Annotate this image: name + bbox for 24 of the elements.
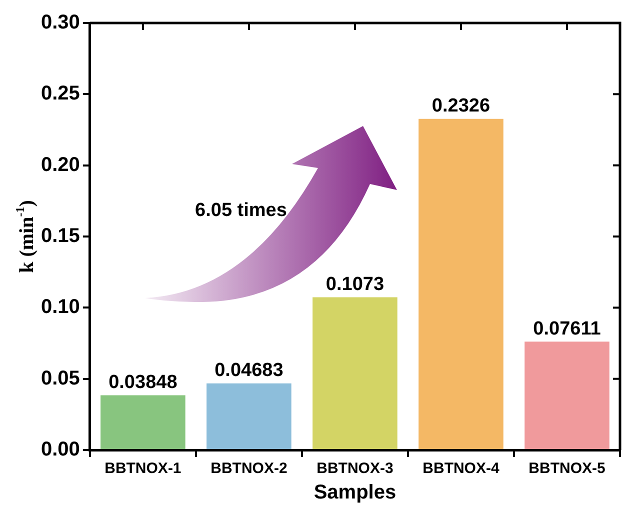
bar xyxy=(100,395,186,449)
y-tick-label: 0.00 xyxy=(40,438,80,461)
x-axis-title: Samples xyxy=(314,482,396,504)
data-label: 0.07611 xyxy=(533,318,602,340)
annotation: 6.05 times xyxy=(195,200,287,222)
y-tick-label: 0.15 xyxy=(40,225,80,248)
x-tick-label: BBTNOX-4 xyxy=(422,460,500,478)
bar xyxy=(418,118,504,449)
x-tick-label: BBTNOX-2 xyxy=(210,460,288,478)
data-label: 0.1073 xyxy=(326,274,384,296)
bar xyxy=(524,342,610,449)
y-axis-title: k (min-1) xyxy=(13,200,38,273)
y-tick-label: 0.10 xyxy=(40,296,80,318)
data-label: 0.03848 xyxy=(108,372,178,393)
x-tick-label: BBTNOX-5 xyxy=(528,460,606,478)
y-tick-label: 0.30 xyxy=(40,12,80,34)
y-tick-label: 0.05 xyxy=(40,367,80,390)
data-label: 0.04683 xyxy=(214,360,284,382)
data-label: 0.2326 xyxy=(432,96,490,117)
bar xyxy=(206,383,292,449)
y-tick-label: 0.25 xyxy=(40,82,80,105)
y-tick-label: 0.20 xyxy=(40,154,80,176)
x-tick-label: BBTNOX-1 xyxy=(104,460,182,478)
x-tick-label: BBTNOX-3 xyxy=(316,460,394,478)
